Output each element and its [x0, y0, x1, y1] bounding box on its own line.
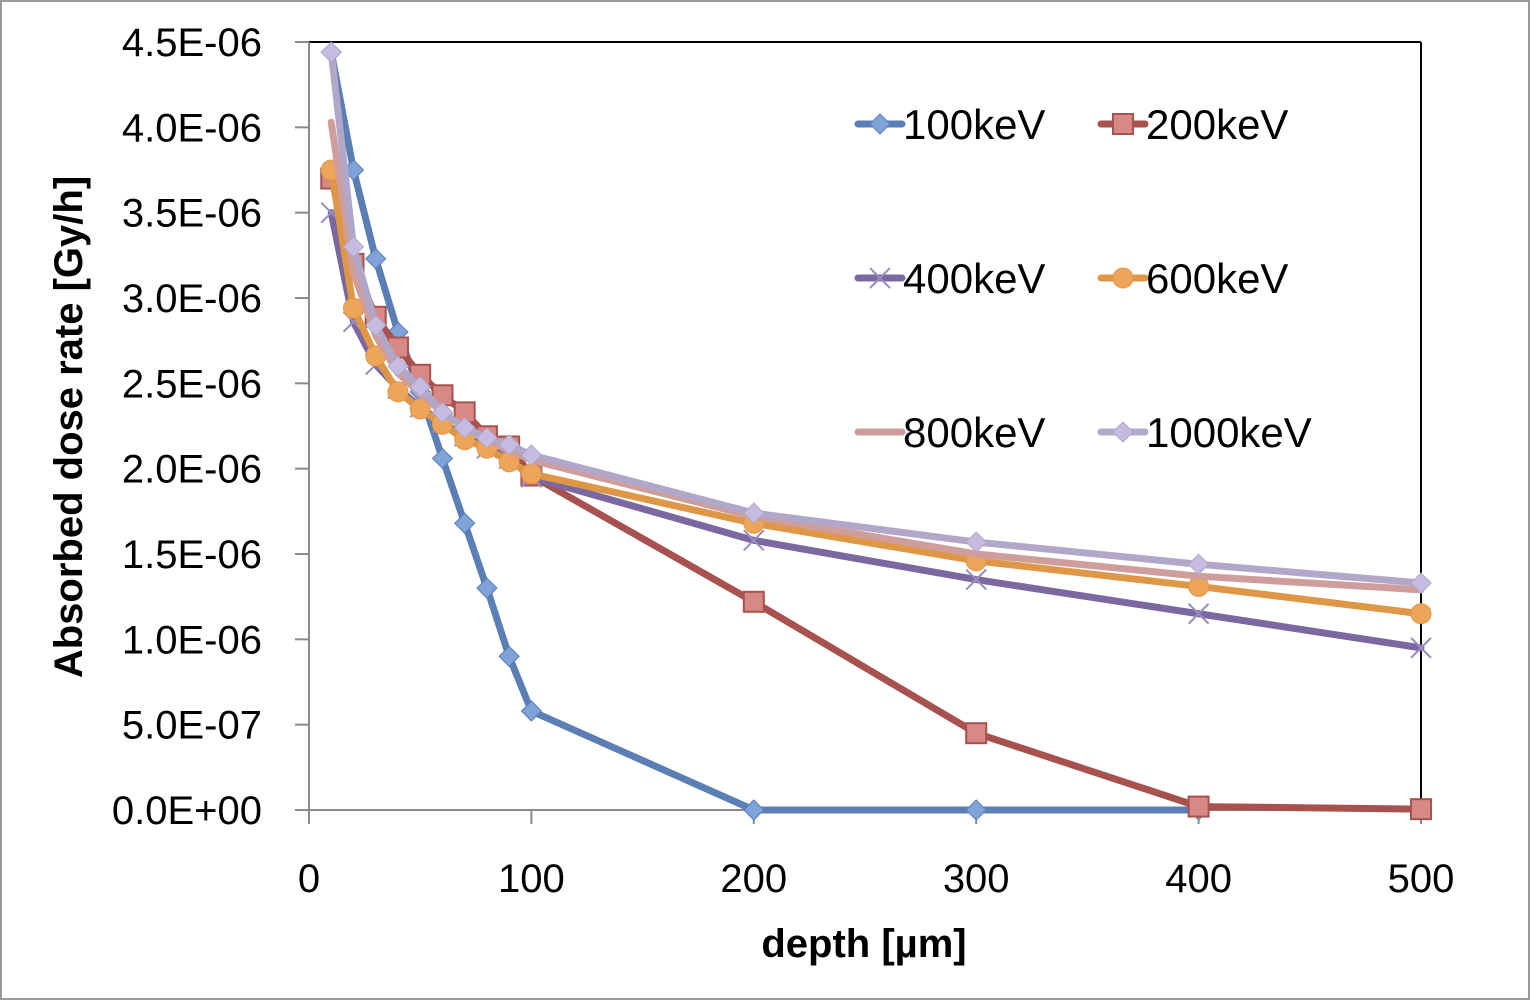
legend-item: 1000keV [1097, 409, 1312, 456]
data-point [1187, 553, 1210, 575]
y-tick-label: 2.5E-06 [122, 362, 262, 406]
x-tick-label: 300 [943, 857, 1010, 901]
legend-label: 800keV [903, 409, 1045, 456]
legend: 100keV 200keV 400keV 600keV 800keV 1000keV [854, 101, 1312, 456]
x-tick-label: 400 [1165, 857, 1232, 901]
data-point [498, 434, 520, 456]
y-axis-ticks: 0.0E+00 5.0E-07 1.0E-06 1.5E-06 2.0E-06 2.5E-… [112, 21, 309, 833]
data-point [965, 799, 987, 821]
data-point [498, 645, 520, 668]
data-point [342, 236, 365, 258]
data-point [1410, 572, 1432, 594]
data-point [453, 416, 476, 439]
data-point [965, 531, 987, 553]
legend-marker [869, 267, 891, 289]
legend-label: 400keV [903, 255, 1045, 302]
data-point [965, 722, 988, 745]
series-600keV [320, 159, 1432, 625]
data-point [1410, 603, 1432, 625]
data-point [431, 401, 454, 424]
data-point [320, 41, 342, 63]
data-point [365, 248, 387, 270]
data-point [520, 444, 543, 466]
y-tick-label: 4.0E-06 [122, 106, 262, 150]
data-point [387, 381, 409, 403]
y-tick-label: 4.5E-06 [122, 21, 262, 65]
data-point [743, 529, 765, 552]
x-tick-label: 100 [498, 857, 565, 901]
legend-marker [1112, 267, 1134, 289]
x-axis-ticks: 0 100 200 300 400 500 [298, 810, 1455, 901]
y-tick-label: 0.0E+00 [112, 789, 262, 833]
data-point [1410, 798, 1432, 821]
data-point [965, 568, 987, 591]
y-axis-title: Absorbed dose rate [Gy/h] [47, 176, 91, 678]
data-point [409, 398, 431, 420]
data-point [476, 427, 498, 449]
legend-item: 100keV [854, 101, 1045, 148]
data-point [743, 799, 765, 821]
data-point [520, 700, 543, 722]
x-tick-label: 0 [298, 857, 320, 901]
legend-item: 400keV [854, 255, 1045, 302]
legend-item: 600keV [1097, 255, 1288, 302]
y-tick-label: 5.0E-07 [122, 704, 262, 748]
data-point [742, 590, 765, 613]
data-point [431, 447, 454, 470]
data-point [1410, 637, 1432, 659]
legend-marker [869, 113, 891, 135]
y-tick-label: 1.5E-06 [122, 533, 262, 577]
data-point [743, 502, 765, 524]
legend-label: 200keV [1146, 101, 1288, 148]
legend-label: 600keV [1146, 255, 1288, 302]
x-tick-label: 200 [720, 857, 787, 901]
y-tick-label: 3.0E-06 [122, 277, 262, 321]
data-point [387, 355, 409, 377]
data-point [409, 376, 431, 398]
legend-item: 200keV [1097, 101, 1288, 148]
series-group [320, 41, 1432, 821]
data-point [1187, 795, 1210, 818]
legend-marker [1112, 421, 1134, 443]
data-point [365, 314, 387, 337]
legend-label: 100keV [903, 101, 1045, 148]
legend-item: 800keV [854, 409, 1045, 456]
x-tick-label: 500 [1388, 857, 1455, 901]
data-point [1187, 603, 1210, 625]
y-tick-label: 3.5E-06 [122, 192, 262, 236]
y-tick-label: 2.0E-06 [122, 448, 262, 492]
data-point [476, 577, 498, 599]
legend-marker [1112, 113, 1134, 135]
series-1000keV [320, 41, 1432, 594]
y-tick-label: 1.0E-06 [122, 618, 262, 662]
legend-label: 1000keV [1146, 409, 1312, 456]
x-axis-title: depth [µm] [761, 922, 966, 966]
data-point [520, 463, 542, 485]
data-point [453, 512, 476, 534]
